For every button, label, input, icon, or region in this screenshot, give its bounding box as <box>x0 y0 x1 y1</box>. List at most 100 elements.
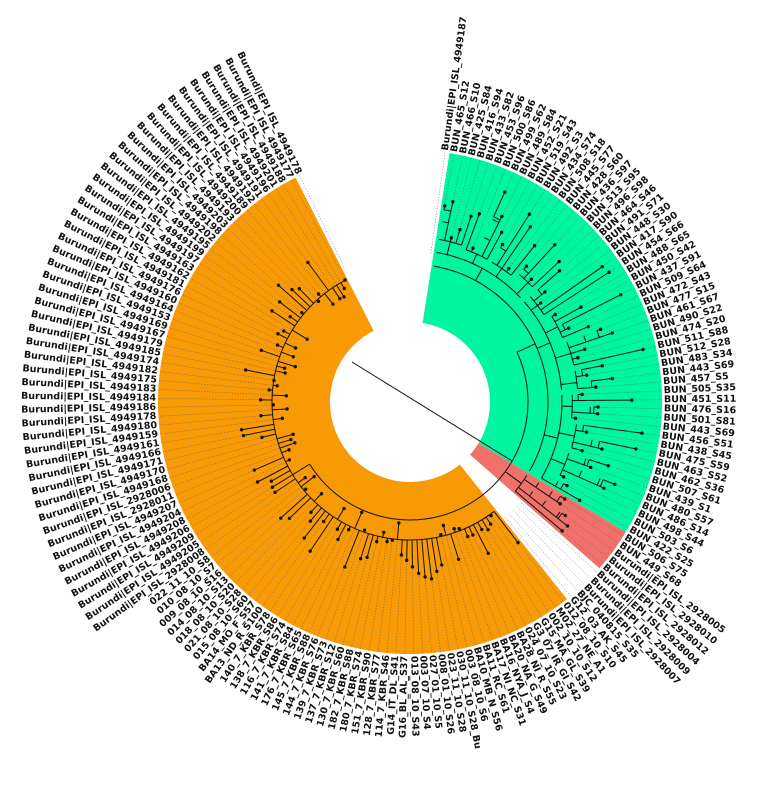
guide-line <box>600 311 646 330</box>
guide-line <box>567 525 609 559</box>
tip-node <box>252 468 257 472</box>
tip-node <box>619 292 623 297</box>
branch-tip <box>277 333 288 340</box>
branch-tip <box>515 490 563 532</box>
tip-node <box>486 551 490 555</box>
tip-node <box>319 492 324 496</box>
branch-internal <box>548 495 558 502</box>
branch-tip <box>245 369 275 377</box>
tip-node <box>267 388 271 392</box>
branch-tip <box>291 329 308 340</box>
branch-tip <box>366 534 374 558</box>
branch-tip <box>510 245 535 276</box>
tip-node <box>486 528 490 532</box>
tip-node <box>316 292 321 296</box>
guide-line <box>436 571 450 651</box>
guide-line <box>199 262 273 312</box>
tip-node <box>277 300 282 304</box>
guide-line <box>579 500 629 529</box>
tip-node <box>239 428 244 432</box>
guide-line <box>205 477 306 550</box>
guide-line <box>360 532 385 650</box>
branch-arc <box>271 279 495 541</box>
guide-line <box>481 529 534 622</box>
tip-node <box>275 384 279 388</box>
clade-stem <box>504 471 522 484</box>
branch-arc <box>583 335 587 343</box>
tip-node <box>529 277 534 281</box>
branch-internal <box>585 336 600 343</box>
guide-line <box>509 514 578 591</box>
guide-line <box>164 344 286 374</box>
branch-tip <box>354 512 363 529</box>
branch-arc <box>492 219 500 223</box>
branch-tip <box>300 476 315 488</box>
tip-node <box>279 516 283 520</box>
tip-node <box>503 190 507 194</box>
guide-line <box>479 165 498 214</box>
branch-tip <box>344 530 360 568</box>
branch-tip <box>396 522 400 540</box>
branch-internal <box>516 282 529 295</box>
tip-node <box>469 214 473 219</box>
tip-node <box>610 331 615 335</box>
branch-arc <box>514 475 528 492</box>
branch-tip <box>272 474 293 488</box>
tip-node <box>285 407 289 411</box>
branch-tip <box>272 408 288 411</box>
branch-tip <box>570 348 585 354</box>
branch-tip <box>271 310 296 327</box>
tip-node <box>280 416 285 421</box>
guide-line <box>418 573 423 654</box>
guide-line <box>444 153 455 206</box>
tip-node <box>600 364 604 368</box>
guide-line <box>642 346 656 350</box>
tip-node <box>276 283 281 287</box>
guide-line <box>562 530 603 565</box>
branch-internal <box>472 253 478 264</box>
tip-node <box>606 464 610 468</box>
branch-arc <box>523 301 563 390</box>
tip-node <box>563 513 567 518</box>
guide-line <box>228 518 290 578</box>
branch-tip <box>583 424 643 434</box>
tip-node <box>451 199 455 204</box>
tip-node <box>440 563 444 567</box>
guide-line <box>488 553 526 626</box>
tip-node <box>316 299 321 304</box>
guide-line <box>178 302 278 346</box>
tip-node <box>477 212 482 216</box>
guide-line <box>291 179 346 281</box>
branch-tip <box>277 360 296 368</box>
tip-node <box>449 236 453 240</box>
tip-node <box>594 385 598 389</box>
tip-node <box>598 327 603 331</box>
tip-node <box>312 474 316 479</box>
guide-line <box>284 529 338 621</box>
clade-green-wedge <box>422 153 663 533</box>
branch-tip <box>298 288 314 304</box>
branch-tip <box>243 428 275 437</box>
guide-line <box>255 537 305 602</box>
branch-tip <box>537 270 560 291</box>
guide-line <box>234 493 322 584</box>
tip-node <box>259 414 263 418</box>
guide-line <box>377 540 393 652</box>
guide-line <box>504 172 514 193</box>
leaf-label: G14_IT_DL_S41 <box>386 655 401 735</box>
guide-line <box>453 528 494 641</box>
tip-node <box>441 523 446 528</box>
branch-tip <box>531 261 560 288</box>
tip-node <box>528 225 533 229</box>
tip-node <box>347 527 351 532</box>
branch-tip <box>493 191 506 218</box>
guide-line <box>560 503 619 544</box>
tip-node <box>308 519 313 523</box>
guide-line <box>544 242 606 293</box>
guide-line <box>584 328 652 350</box>
guide-line <box>215 241 302 313</box>
branch-internal <box>495 268 503 277</box>
branch-tip <box>573 348 644 366</box>
tip-node <box>565 524 570 528</box>
branch-arc <box>491 261 512 276</box>
